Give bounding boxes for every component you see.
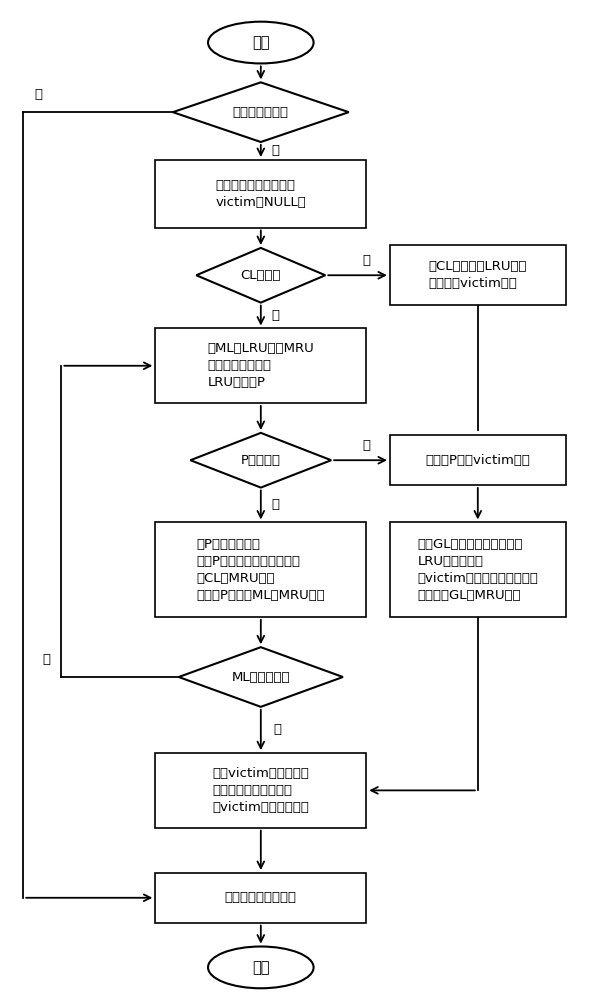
Text: 选取一个空闲页返回: 选取一个空闲页返回 (225, 891, 297, 904)
FancyBboxPatch shape (155, 753, 366, 828)
FancyBboxPatch shape (390, 522, 566, 617)
Text: ML已扫描完？: ML已扫描完？ (231, 671, 290, 684)
Text: 结束: 结束 (252, 960, 269, 975)
Text: 缓存页P作为victim页；: 缓存页P作为victim页； (426, 454, 530, 467)
Text: CL为空？: CL为空？ (240, 269, 281, 282)
Text: 从ML的LRU端向MRU
端扫描，依次选取
LRU端的页P: 从ML的LRU端向MRU 端扫描，依次选取 LRU端的页P (207, 342, 314, 389)
Text: 将P标记为冷页；
如果P为干净页，则将其移动
到CL的MRU端；
否则将P移动到ML的MRU端；: 将P标记为冷页； 如果P为干净页，则将其移动 到CL的MRU端； 否则将P移动到… (197, 538, 325, 602)
Ellipse shape (208, 22, 314, 63)
FancyBboxPatch shape (155, 328, 366, 403)
Text: 否: 否 (43, 653, 51, 666)
Ellipse shape (208, 947, 314, 988)
Polygon shape (173, 82, 349, 142)
Text: 否: 否 (272, 498, 279, 511)
Text: 是: 是 (274, 723, 281, 736)
Text: P是冷页？: P是冷页？ (241, 454, 281, 467)
Text: 如果GL链表已满，则释放其
LRU端的节点；
将victim的元数据信息（如页
号）加入GL的MRU端；: 如果GL链表已满，则释放其 LRU端的节点； 将victim的元数据信息（如页 … (417, 538, 538, 602)
FancyBboxPatch shape (155, 522, 366, 617)
Text: 初始化将要被回收的页
victim为NULL；: 初始化将要被回收的页 victim为NULL； (215, 179, 306, 209)
Text: 是: 是 (362, 439, 371, 452)
Text: 有空闲缓存页？: 有空闲缓存页？ (233, 106, 289, 119)
Polygon shape (191, 433, 331, 488)
FancyBboxPatch shape (155, 160, 366, 228)
Text: 是: 是 (272, 309, 279, 322)
Text: 开始: 开始 (252, 35, 269, 50)
Text: 否: 否 (272, 144, 279, 157)
Polygon shape (179, 647, 343, 707)
Text: 是: 是 (34, 88, 42, 101)
FancyBboxPatch shape (155, 873, 366, 923)
Text: 将CL链表中的LRU端缓
存页作为victim页；: 将CL链表中的LRU端缓 存页作为victim页； (429, 260, 527, 290)
FancyBboxPatch shape (390, 435, 566, 485)
Text: 否: 否 (362, 254, 371, 267)
FancyBboxPatch shape (390, 245, 566, 305)
Text: 如果victim页是脏页，
则将数据写回到闪存；
将victim页设为空闲页: 如果victim页是脏页， 则将数据写回到闪存； 将victim页设为空闲页 (213, 767, 309, 814)
Polygon shape (197, 248, 326, 303)
